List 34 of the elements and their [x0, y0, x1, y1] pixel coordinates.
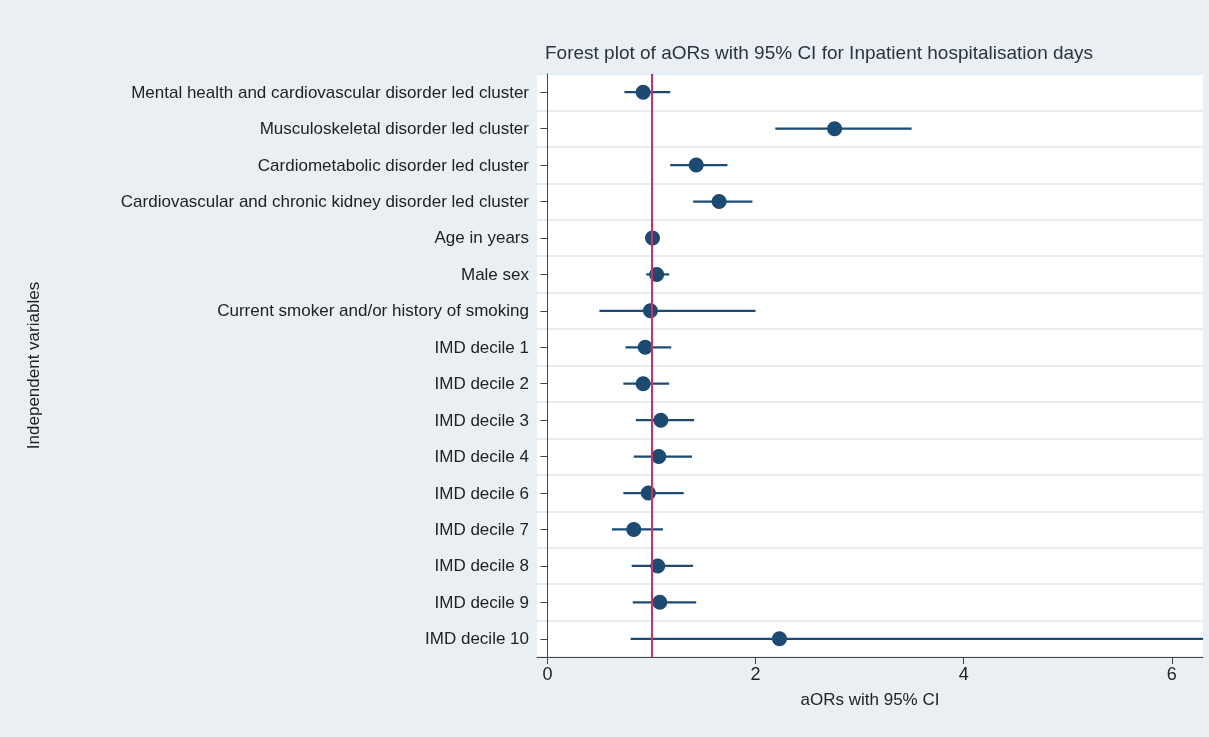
point: [652, 594, 668, 610]
point: [771, 631, 787, 647]
y-axis-title: Independent variables: [24, 281, 43, 450]
y-tick-label: Cardiometabolic disorder led cluster: [257, 155, 530, 175]
point: [711, 194, 727, 210]
point: [635, 84, 651, 100]
point: [827, 121, 843, 137]
y-tick-label: Mental health and cardiovascular disorder led cluster: [131, 82, 530, 102]
y-tick-label: Age in years: [434, 228, 529, 248]
y-tick-label: IMD decile 2: [434, 374, 529, 394]
point: [637, 339, 653, 355]
y-tick-label: IMD decile 8: [434, 556, 529, 576]
point: [653, 412, 669, 428]
x-tick-label: 2: [750, 664, 761, 684]
x-tick-label: 0: [542, 664, 553, 684]
point: [626, 521, 642, 537]
point: [688, 157, 704, 173]
y-tick-label: Cardiovascular and chronic kidney disorder led cluster: [120, 192, 530, 212]
x-axis-title: aORs with 95% CI: [800, 690, 940, 709]
y-tick-label: IMD decile 10: [425, 629, 529, 649]
y-tick-label: IMD decile 9: [434, 592, 529, 612]
y-tick-label: Male sex: [460, 264, 530, 284]
y-tick-label: IMD decile 1: [434, 337, 529, 357]
y-tick-label: IMD decile 7: [434, 519, 529, 539]
chart-title: Forest plot of aORs with 95% CI for Inpatient hospitalisation days: [545, 42, 1094, 63]
x-tick-label: 6: [1166, 664, 1177, 684]
point: [635, 376, 651, 392]
y-tick-label: Current smoker and/or history of smoking: [217, 301, 529, 321]
y-tick-label: IMD decile 6: [434, 483, 529, 503]
point: [651, 449, 667, 465]
y-tick-label: Musculoskeletal disorder led cluster: [259, 119, 530, 139]
y-tick-label: IMD decile 4: [434, 447, 529, 467]
x-tick-label: 4: [958, 664, 969, 684]
y-tick-label: IMD decile 3: [434, 410, 529, 430]
